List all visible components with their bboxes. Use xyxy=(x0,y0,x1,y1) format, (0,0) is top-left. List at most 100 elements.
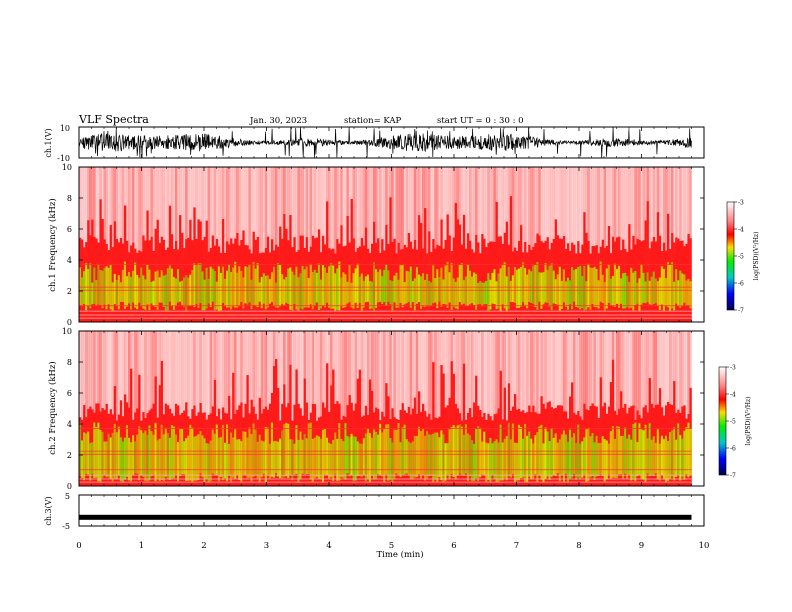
spectrogram-column-upper xyxy=(422,167,425,249)
spectrogram-column-upper xyxy=(587,167,590,242)
spectrogram-column-upper xyxy=(336,331,339,402)
spectrogram-column-upper xyxy=(264,331,268,407)
spectrogram-column-band xyxy=(170,425,174,479)
spectrogram-column-band xyxy=(383,428,386,483)
spectrogram-column-red xyxy=(285,228,288,322)
spectrogram-column-band xyxy=(140,430,143,476)
spectrogram-column-upper xyxy=(538,331,541,414)
spectrogram-column-upper xyxy=(207,167,210,252)
spectrogram-column-band xyxy=(262,273,266,304)
spectrogram-column-upper xyxy=(417,167,421,216)
spectrogram-column-band xyxy=(534,435,537,475)
spectrogram-column-band xyxy=(281,274,284,305)
spectrogram-column-band xyxy=(201,271,204,311)
spectrogram-column-band xyxy=(644,281,647,304)
spectrogram-column-band xyxy=(675,268,678,304)
spectrogram-column-upper xyxy=(515,331,519,410)
spectrogram-column-upper xyxy=(317,331,321,418)
spectrogram-column-upper xyxy=(356,331,360,379)
spectrogram-column-upper xyxy=(340,331,343,420)
time-tick-label: 10 xyxy=(699,541,710,551)
spectrogram-column-band xyxy=(569,280,572,305)
spectrogram-column-upper xyxy=(456,331,460,409)
spectrogram-column-upper xyxy=(658,167,662,236)
spectrogram-column-band xyxy=(487,443,490,480)
spectrogram-column-upper xyxy=(360,167,364,239)
spectrogram-column-band xyxy=(554,433,558,477)
spectrogram-column-band xyxy=(413,278,417,311)
station-label: station= KAP xyxy=(344,116,402,126)
spectrogram-column-upper xyxy=(581,167,584,245)
spectrogram-column-band xyxy=(217,266,221,311)
spectrogram-column-upper xyxy=(632,167,635,236)
spectrogram-column-band xyxy=(595,435,598,477)
spectrogram-column-upper xyxy=(473,331,476,403)
spectrogram-column-upper xyxy=(252,167,255,232)
spectrogram-column-upper xyxy=(683,331,686,406)
spectrogram-column-upper xyxy=(667,331,670,402)
spectrogram-column-upper xyxy=(417,331,421,392)
spectrogram-column-upper xyxy=(454,167,458,203)
spectrogram-column-band xyxy=(256,441,259,479)
spectrogram-column-band xyxy=(334,432,337,475)
spectrogram-column-upper xyxy=(583,331,586,404)
spectrogram-column-upper xyxy=(152,331,155,404)
spectrogram-column-band xyxy=(219,437,223,478)
spectrogram-column-band xyxy=(209,440,213,482)
spectrogram-column-upper xyxy=(303,331,306,379)
spectrogram-column-upper xyxy=(223,331,227,413)
spectrogram-column-band xyxy=(634,422,637,482)
spectrogram-column-upper xyxy=(81,331,84,420)
spectrogram-column-upper xyxy=(601,331,605,407)
spectrogram-column-band xyxy=(630,439,633,481)
spectrogram-column-band xyxy=(79,267,82,306)
spectrogram-column-upper xyxy=(138,167,141,251)
spectrogram-column-band xyxy=(397,422,400,476)
spectrogram-column-band xyxy=(517,268,521,308)
spectrogram-column-upper xyxy=(662,331,666,416)
spectrogram-column-band xyxy=(362,280,366,308)
spectrogram-column-band xyxy=(422,273,425,307)
spectrogram-column-band xyxy=(471,440,474,482)
time-tick-label: 9 xyxy=(639,541,644,551)
spectrogram-column-upper xyxy=(299,167,302,236)
spectrogram-column-upper xyxy=(179,331,182,415)
spectrogram-column-upper xyxy=(275,331,278,359)
spectrogram-column-band xyxy=(483,431,486,475)
spectrogram-column-band xyxy=(542,443,545,483)
spectrogram-column-upper xyxy=(573,331,576,413)
spectrogram-column-upper xyxy=(585,331,588,410)
spectrogram-column-upper xyxy=(497,167,500,237)
spectrogram-column-band xyxy=(548,441,551,480)
spectrogram-column-upper xyxy=(305,331,308,403)
spectrogram-column-upper xyxy=(530,331,533,412)
spectrogram-column-upper xyxy=(279,331,282,421)
spectrogram-column-band xyxy=(187,277,190,306)
spectrogram-column-upper xyxy=(166,331,170,406)
spectrogram-column-band xyxy=(475,428,478,479)
spectrogram-column-upper xyxy=(138,331,141,375)
spectrogram-column-upper xyxy=(132,331,135,420)
spectrogram-column-band xyxy=(605,268,609,309)
spectrogram-column-upper xyxy=(250,331,253,400)
spectrogram-column-upper xyxy=(162,167,166,240)
spectrogram-column-upper xyxy=(564,331,568,412)
spectrogram-column-red xyxy=(283,214,286,322)
spectrogram-column-upper xyxy=(513,331,517,395)
spectrogram-column-red xyxy=(158,385,161,486)
spectrogram-column-upper xyxy=(215,167,219,239)
spectrogram-column-upper xyxy=(189,167,192,220)
spectrogram-column-band xyxy=(364,433,368,482)
spectrogram-column-upper xyxy=(332,167,335,249)
spectrogram-column-upper xyxy=(217,167,221,247)
spectrogram-column-band xyxy=(558,266,562,311)
spectrogram-column-band xyxy=(81,440,84,478)
spectrogram-column-band xyxy=(491,272,494,304)
spectrogram-column-band xyxy=(395,429,398,474)
spectrogram-column-band xyxy=(350,282,353,308)
spectrogram-column-upper xyxy=(667,167,670,214)
spectrogram-column-upper xyxy=(89,331,92,407)
spectrogram-column-band xyxy=(199,263,202,304)
spectrogram-column-band xyxy=(248,427,251,478)
spectrogram-column-red xyxy=(340,225,343,322)
